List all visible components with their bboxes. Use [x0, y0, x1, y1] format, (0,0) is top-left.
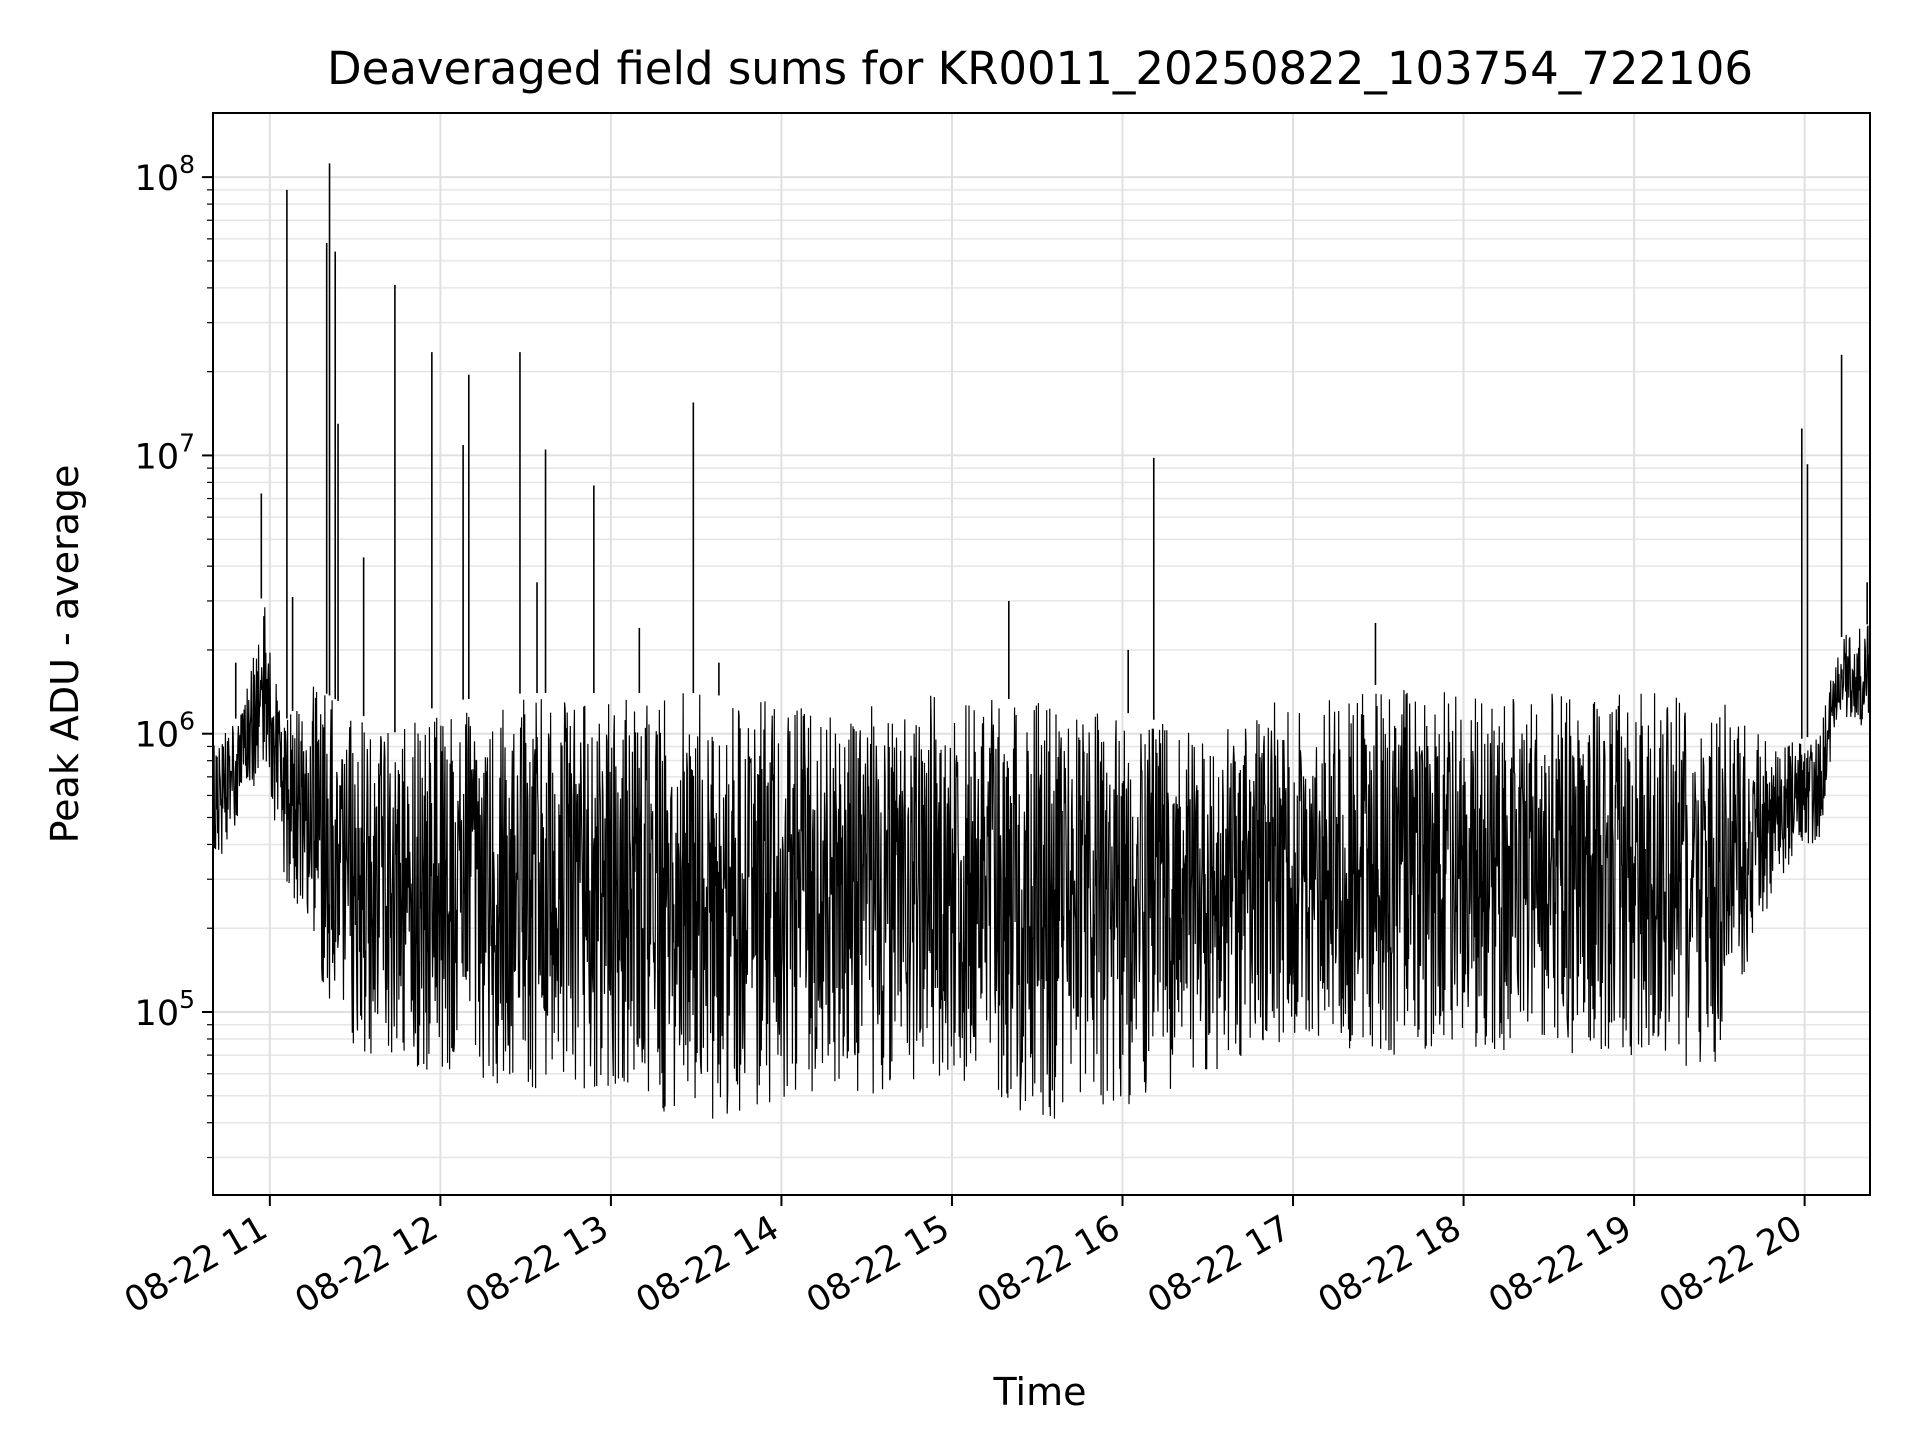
data-layer	[212, 163, 1871, 1119]
y-tick-label: 105	[135, 985, 195, 1034]
y-axis-label: Peak ADU - average	[43, 465, 87, 844]
y-axis: 105 106 107 108	[135, 150, 213, 1159]
x-axis-label: Time	[993, 1370, 1087, 1414]
y-tick-label: 107	[135, 428, 195, 477]
y-tick-label: 106	[135, 707, 195, 756]
y-tick-label: 108	[135, 150, 195, 199]
plot-frame	[212, 112, 1871, 1196]
series-line	[212, 607, 1871, 1119]
chart-title: Deaveraged field sums for KR0011_2025082…	[327, 42, 1753, 95]
